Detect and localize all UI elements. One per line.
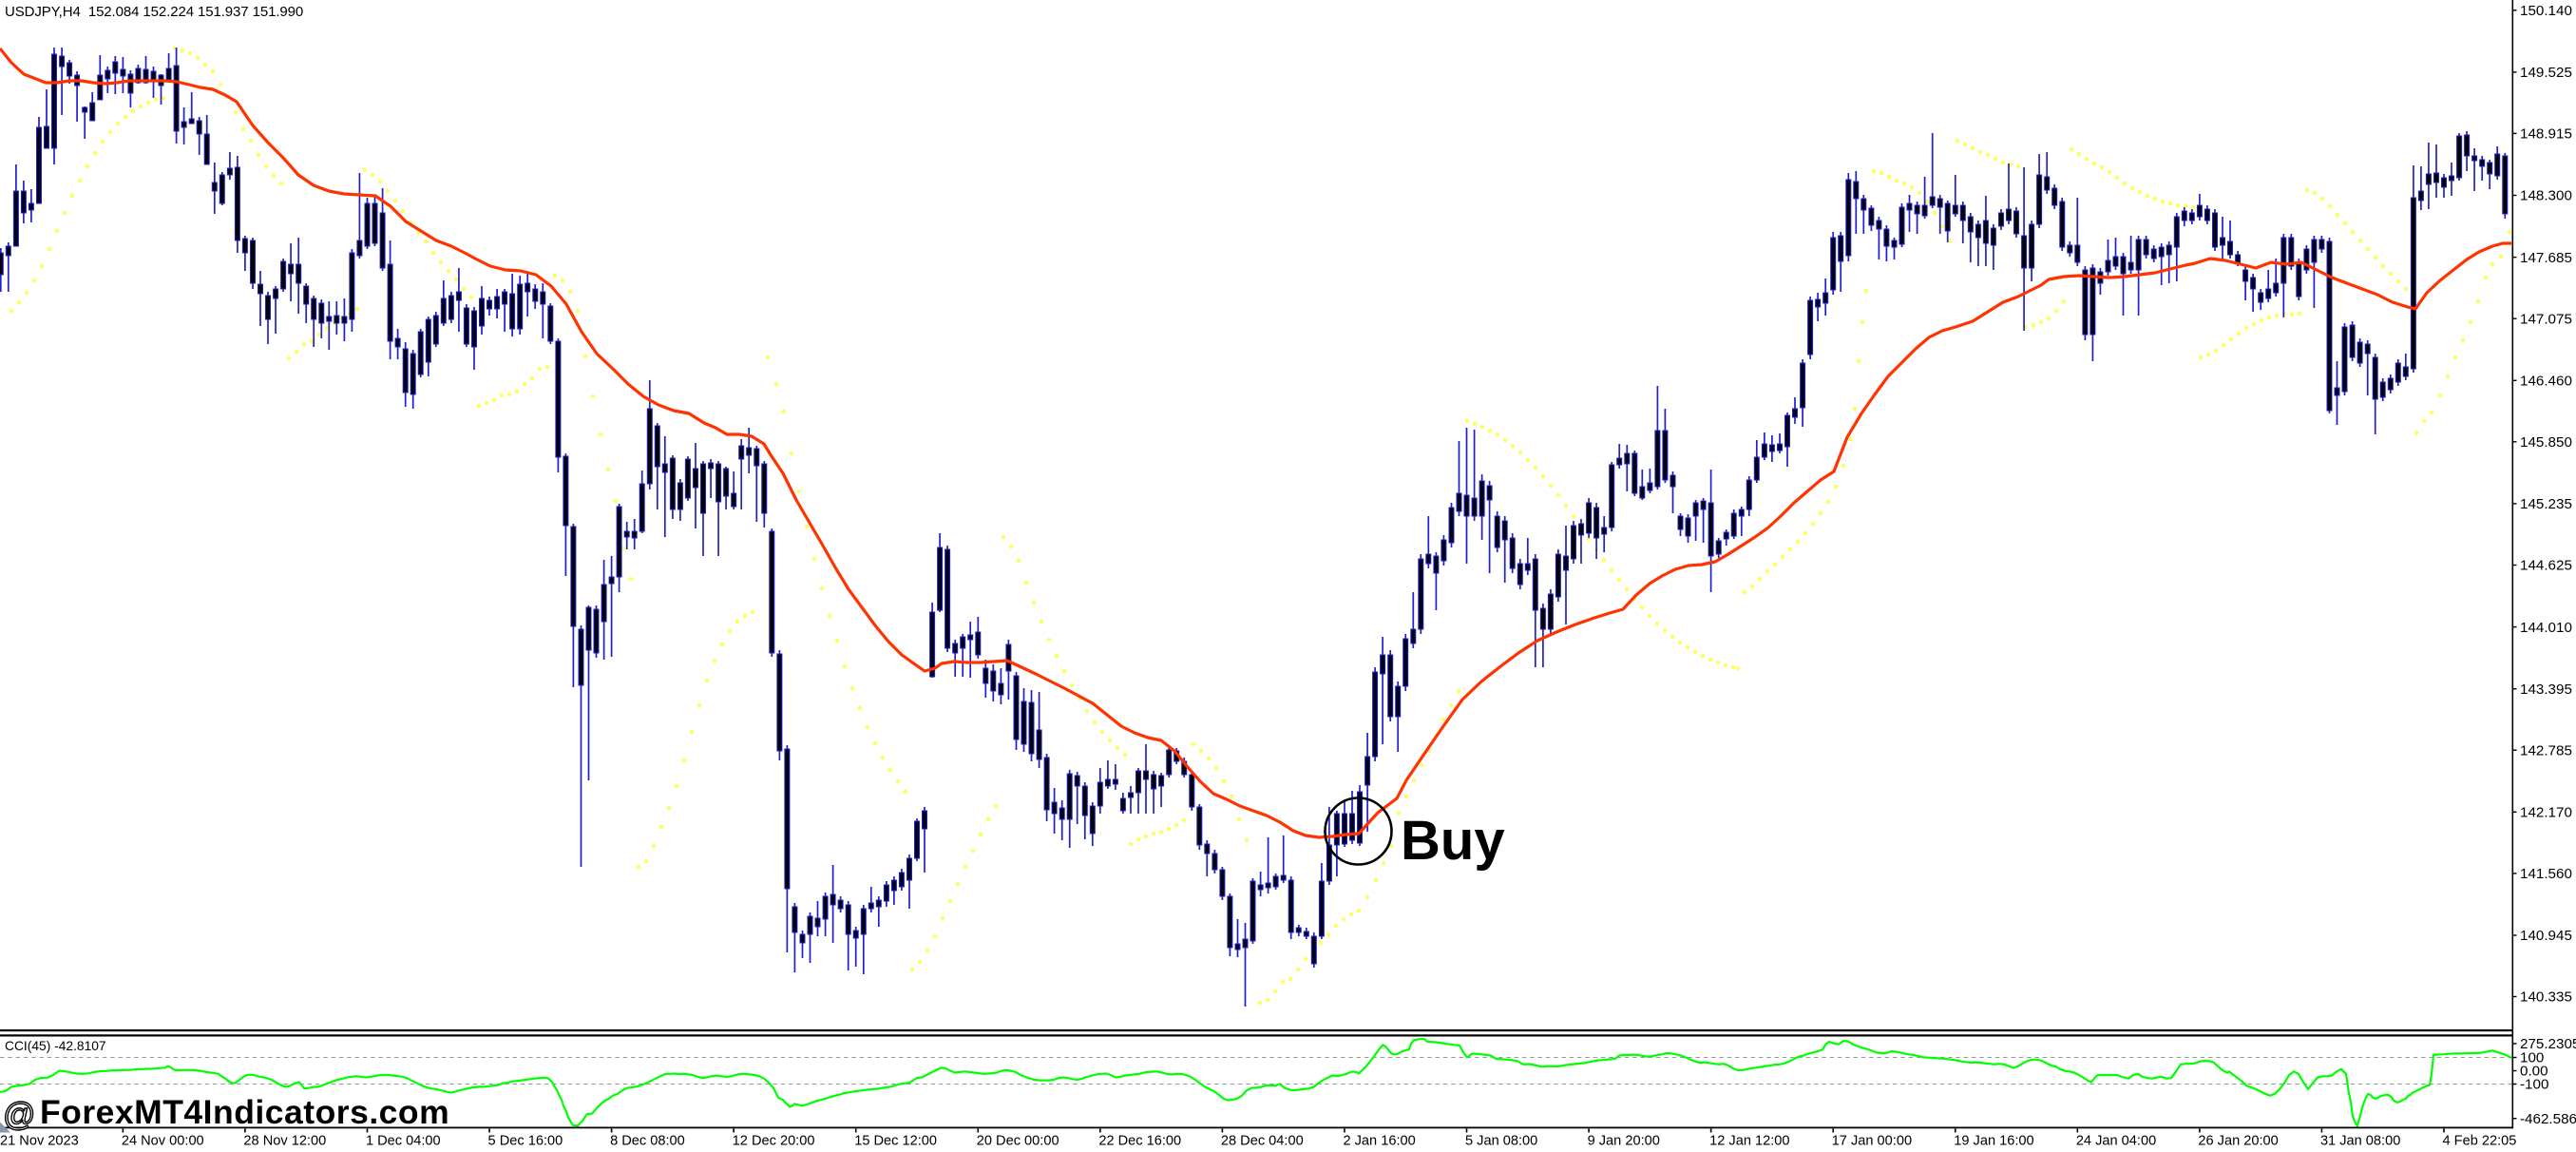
svg-text:24 Nov 00:00: 24 Nov 00:00 — [122, 1134, 204, 1149]
svg-text:@: @ — [3, 1097, 36, 1133]
svg-text:149.525: 149.525 — [2520, 65, 2572, 81]
svg-text:140.335: 140.335 — [2520, 989, 2572, 1006]
svg-text:USDJPY,H4 152.084 152.224 151: USDJPY,H4 152.084 152.224 151.937 151.99… — [5, 4, 303, 20]
svg-text:Buy: Buy — [1401, 810, 1505, 872]
svg-text:143.395: 143.395 — [2520, 682, 2572, 698]
svg-text:5 Dec 16:00: 5 Dec 16:00 — [488, 1134, 563, 1149]
svg-text:148.300: 148.300 — [2520, 188, 2572, 204]
svg-text:17 Jan 00:00: 17 Jan 00:00 — [1832, 1134, 1912, 1149]
svg-text:21 Nov 2023: 21 Nov 2023 — [0, 1134, 79, 1149]
svg-text:ForexMT4Indicators.com: ForexMT4Indicators.com — [40, 1093, 449, 1131]
svg-text:147.075: 147.075 — [2520, 311, 2572, 327]
svg-text:28 Dec 04:00: 28 Dec 04:00 — [1221, 1134, 1304, 1149]
svg-text:147.685: 147.685 — [2520, 250, 2572, 266]
svg-text:8 Dec 08:00: 8 Dec 08:00 — [610, 1134, 685, 1149]
svg-text:-100: -100 — [2520, 1077, 2548, 1093]
svg-text:140.945: 140.945 — [2520, 928, 2572, 944]
svg-text:144.010: 144.010 — [2520, 620, 2572, 636]
svg-text:CCI(45) -42.8107: CCI(45) -42.8107 — [5, 1039, 106, 1053]
svg-text:28 Nov 12:00: 28 Nov 12:00 — [243, 1134, 326, 1149]
svg-text:5 Jan 08:00: 5 Jan 08:00 — [1465, 1134, 1537, 1149]
svg-text:22 Dec 16:00: 22 Dec 16:00 — [1098, 1134, 1181, 1149]
svg-text:4 Feb 22:05: 4 Feb 22:05 — [2443, 1134, 2517, 1149]
svg-text:2 Jan 16:00: 2 Jan 16:00 — [1343, 1134, 1415, 1149]
svg-text:26 Jan 20:00: 26 Jan 20:00 — [2198, 1134, 2278, 1149]
svg-text:24 Jan 04:00: 24 Jan 04:00 — [2076, 1134, 2156, 1149]
svg-text:150.140: 150.140 — [2520, 3, 2572, 19]
svg-text:148.915: 148.915 — [2520, 126, 2572, 143]
svg-text:1 Dec 04:00: 1 Dec 04:00 — [366, 1134, 441, 1149]
svg-text:145.850: 145.850 — [2520, 434, 2572, 451]
svg-text:275.2305: 275.2305 — [2520, 1036, 2576, 1052]
svg-text:141.560: 141.560 — [2520, 866, 2572, 882]
svg-text:12 Dec 20:00: 12 Dec 20:00 — [733, 1134, 815, 1149]
svg-text:144.625: 144.625 — [2520, 558, 2572, 574]
svg-text:0.00: 0.00 — [2520, 1064, 2548, 1080]
svg-text:142.785: 142.785 — [2520, 742, 2572, 758]
svg-text:31 Jan 08:00: 31 Jan 08:00 — [2320, 1134, 2400, 1149]
svg-text:9 Jan 20:00: 9 Jan 20:00 — [1588, 1134, 1660, 1149]
svg-text:20 Dec 00:00: 20 Dec 00:00 — [977, 1134, 1059, 1149]
svg-text:145.235: 145.235 — [2520, 496, 2572, 512]
svg-text:-462.5869: -462.5869 — [2520, 1111, 2576, 1127]
svg-text:100: 100 — [2520, 1050, 2544, 1066]
svg-text:12 Jan 12:00: 12 Jan 12:00 — [1709, 1134, 1789, 1149]
svg-text:146.460: 146.460 — [2520, 374, 2572, 390]
svg-text:15 Dec 12:00: 15 Dec 12:00 — [854, 1134, 937, 1149]
svg-text:19 Jan 16:00: 19 Jan 16:00 — [1954, 1134, 2033, 1149]
svg-text:142.170: 142.170 — [2520, 805, 2572, 821]
